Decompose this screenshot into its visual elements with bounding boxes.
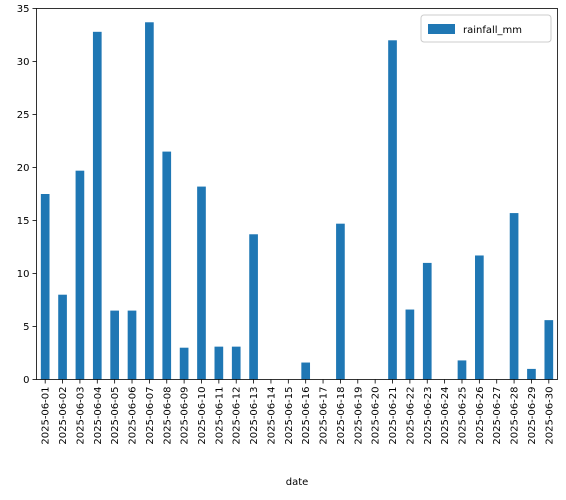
x-tick-label: 2025-06-21 [388, 387, 399, 445]
x-tick-label: 2025-06-06 [128, 387, 139, 445]
y-axis: 0 5 10 15 20 25 30 35 [17, 4, 37, 386]
bar-2025-06-13 [249, 234, 258, 380]
y-tick-label: 5 [23, 322, 29, 333]
bar-2025-06-09 [179, 347, 189, 380]
bar-2025-06-03 [75, 170, 85, 380]
bars-group [40, 22, 554, 380]
x-tick-label: 2025-06-14 [266, 387, 277, 445]
x-tick-label: 2025-06-09 [180, 387, 191, 445]
x-tick-label: 2025-06-05 [110, 387, 121, 445]
x-tick-label: 2025-06-07 [145, 387, 156, 445]
bar-2025-06-26 [475, 255, 484, 380]
x-tick-label: 2025-06-11 [214, 387, 225, 445]
y-tick-label: 35 [17, 4, 30, 15]
legend-swatch [428, 24, 455, 34]
y-tick-label: 20 [17, 163, 30, 174]
bar-2025-06-05 [110, 310, 119, 380]
bar-2025-06-29 [527, 368, 536, 380]
bar-2025-06-16 [301, 362, 311, 380]
legend: rainfall_mm [420, 14, 552, 43]
x-tick-label: 2025-06-17 [319, 387, 330, 445]
x-tick-label: 2025-06-02 [58, 387, 69, 445]
bar-2025-06-30 [544, 320, 554, 380]
bar-2025-06-22 [405, 309, 415, 380]
y-tick-label: 15 [17, 216, 30, 227]
x-tick-label: 2025-06-26 [475, 386, 486, 444]
bar-2025-06-02 [58, 294, 67, 380]
x-tick-label: 2025-06-18 [336, 387, 347, 445]
x-tick-label: 2025-06-01 [41, 387, 52, 445]
x-tick-label: 2025-06-23 [423, 387, 434, 445]
bar-2025-06-06 [127, 310, 137, 380]
x-tick-label: 2025-06-27 [492, 387, 503, 445]
bar-2025-06-11 [214, 346, 224, 380]
x-tick-label: 2025-06-28 [510, 387, 521, 445]
y-tick-label: 30 [17, 57, 30, 68]
x-tick-label: 2025-06-03 [75, 387, 86, 445]
x-tick-label: 2025-06-04 [93, 387, 104, 445]
legend-label: rainfall_mm [463, 25, 522, 36]
x-tick-label: 2025-06-12 [232, 387, 243, 445]
y-tick-label: 0 [23, 375, 29, 386]
bar-2025-06-08 [162, 151, 172, 380]
x-tick-label: 2025-06-19 [353, 387, 364, 445]
bar-2025-06-12 [231, 346, 241, 380]
x-tick-label: 2025-06-08 [162, 387, 173, 445]
bar-2025-06-21 [388, 40, 397, 380]
bar-2025-06-28 [509, 213, 519, 380]
legend-box [420, 14, 552, 43]
x-axis: 2025-06-01 2025-06-02 2025-06-03 2025-06-04… [41, 379, 555, 445]
x-tick-label: 2025-06-22 [405, 387, 416, 445]
x-tick-label: 2025-06-29 [527, 387, 538, 445]
x-tick-label: 2025-06-15 [284, 387, 295, 445]
plot-frame [36, 8, 558, 380]
y-tick-label: 25 [17, 110, 30, 121]
x-tick-label: 2025-06-24 [440, 387, 451, 445]
bar-2025-06-01 [40, 194, 50, 380]
bar-2025-06-18 [336, 223, 345, 380]
bar-2025-06-23 [422, 262, 432, 380]
bar-2025-06-04 [92, 31, 102, 380]
x-tick-label: 2025-06-10 [197, 387, 208, 445]
x-tick-label: 2025-06-25 [457, 387, 468, 445]
y-tick-label: 10 [17, 269, 30, 280]
x-axis-label: date [286, 477, 309, 488]
bar-2025-06-10 [197, 186, 206, 380]
x-tick-label: 2025-06-30 [544, 387, 555, 445]
x-tick-label: 2025-06-16 [301, 387, 312, 445]
x-tick-label: 2025-06-20 [371, 387, 382, 445]
bar-2025-06-25 [457, 360, 467, 380]
x-tick-label: 2025-06-13 [249, 387, 260, 445]
bar-2025-06-07 [145, 22, 154, 380]
